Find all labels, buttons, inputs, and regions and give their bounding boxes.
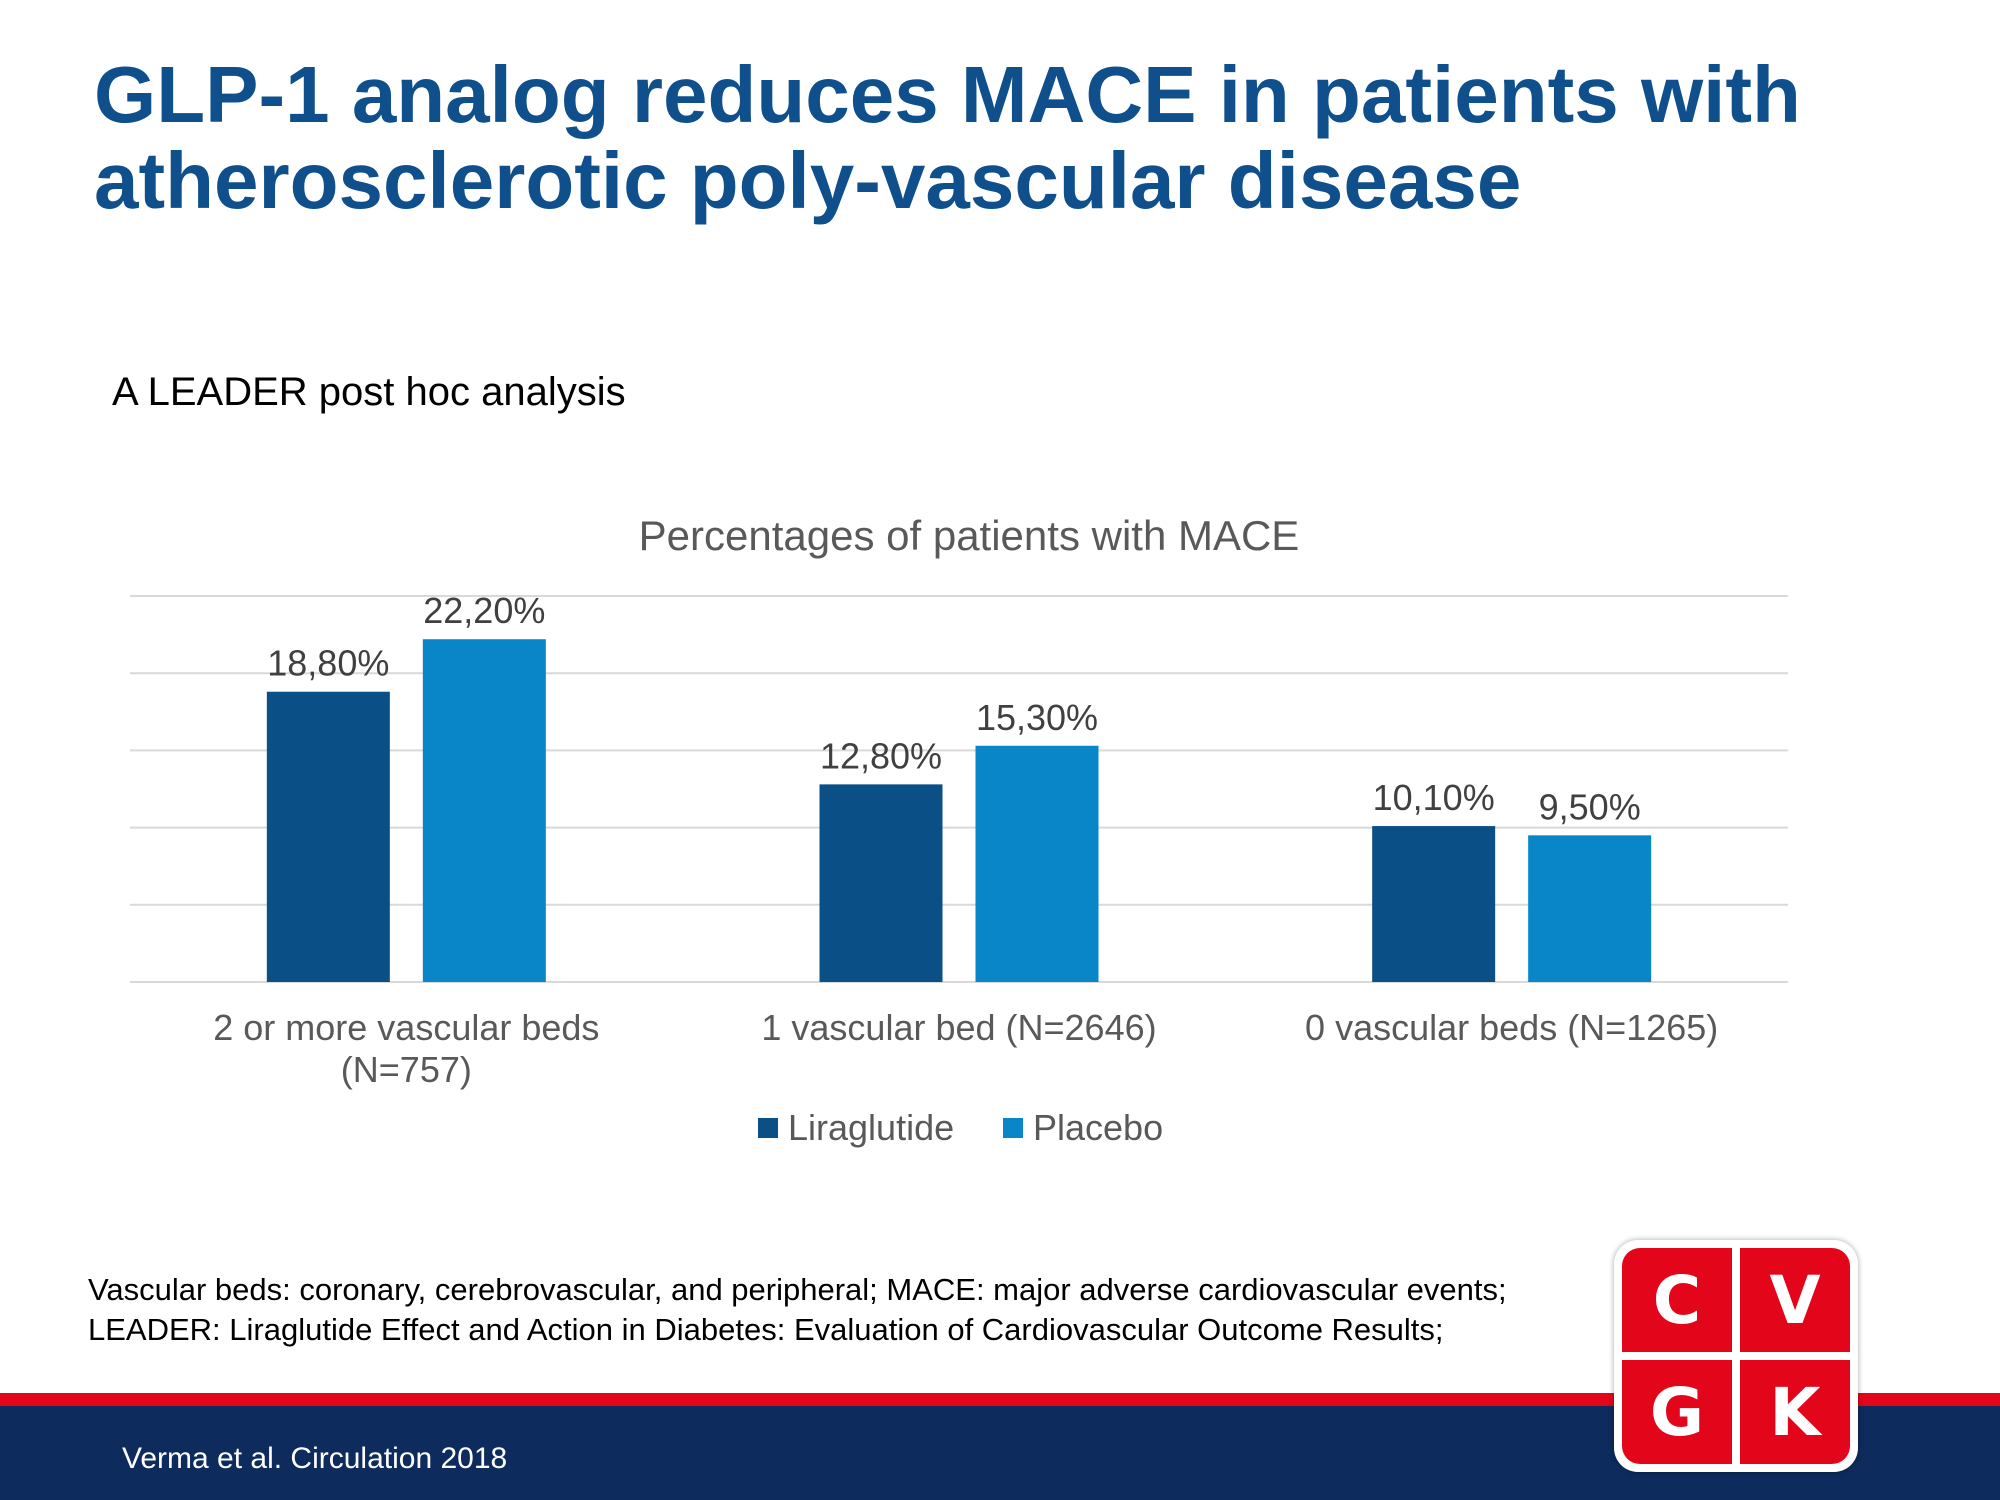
footnote: Vascular beds: coronary, cerebrovascular… — [88, 1270, 1628, 1350]
legend-label-placebo: Placebo — [1033, 1107, 1163, 1148]
category-label: 1 vascular bed (N=2646) — [761, 1007, 1156, 1048]
bar-placebo-1 — [975, 745, 1099, 982]
chart-title: Percentages of patients with MACE — [639, 512, 1300, 559]
mace-bar-chart: Percentages of patients with MACE 18,80% 2… — [130, 512, 1788, 1148]
slide-title: GLP-1 analog reduces MACE in patients wi… — [94, 52, 1914, 224]
bar-liraglutide-1 — [819, 784, 943, 982]
footnote-line-2: LEADER: Liraglutide Effect and Action in… — [88, 1312, 1444, 1347]
logo-letter-c: C — [1622, 1248, 1732, 1352]
data-label: 10,10% — [1373, 777, 1495, 818]
slide-subtitle: A LEADER post hoc analysis — [112, 370, 626, 414]
category-label: 2 or more vascular beds — [213, 1007, 599, 1048]
data-label: 9,50% — [1539, 786, 1641, 827]
slide-title-line-1: GLP-1 analog reduces MACE in patients wi… — [94, 50, 1801, 139]
logo-letter-g: G — [1622, 1360, 1732, 1464]
data-label: 12,80% — [820, 735, 942, 776]
citation: Verma et al. Circulation 2018 — [122, 1442, 508, 1475]
bar-placebo-2 — [1528, 835, 1652, 982]
bar-liraglutide-0 — [266, 691, 390, 982]
legend-label-liraglutide: Liraglutide — [788, 1107, 954, 1148]
logo-letter-k: K — [1740, 1360, 1850, 1464]
bar-placebo-0 — [422, 639, 546, 982]
cvgk-logo: C V G K — [1614, 1240, 1858, 1472]
logo-letter-v: V — [1740, 1248, 1850, 1352]
data-label: 15,30% — [976, 697, 1098, 738]
legend-swatch-liraglutide — [758, 1118, 778, 1138]
footer-red-band — [0, 1393, 2000, 1406]
footnote-line-1: Vascular beds: coronary, cerebrovascular… — [88, 1272, 1507, 1307]
category-label: 0 vascular beds (N=1265) — [1305, 1007, 1718, 1048]
data-label: 22,20% — [423, 590, 545, 631]
bar-liraglutide-2 — [1372, 826, 1496, 982]
legend-swatch-placebo — [1003, 1118, 1023, 1138]
slide-title-line-2: atherosclerotic poly-vascular disease — [94, 136, 1522, 225]
data-label: 18,80% — [267, 643, 389, 684]
category-label: (N=757) — [341, 1049, 472, 1090]
